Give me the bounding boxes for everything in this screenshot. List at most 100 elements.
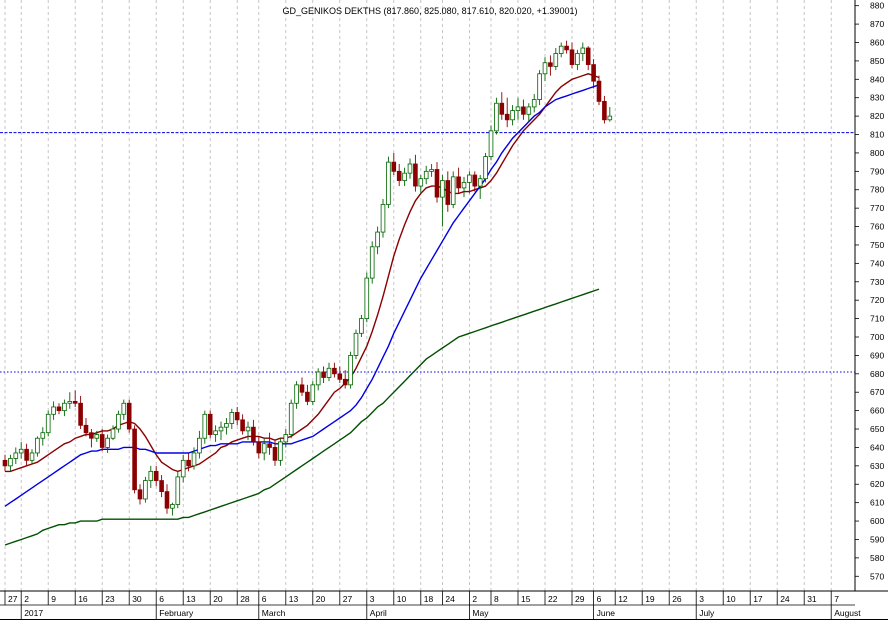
candle-body — [305, 391, 310, 402]
candle-body — [213, 430, 218, 435]
candle-body — [116, 413, 121, 430]
y-tick-label: 880 — [870, 1, 884, 11]
candle-body — [386, 161, 391, 205]
candle-body — [558, 45, 564, 54]
candle-up — [143, 476, 148, 503]
candle-up — [13, 447, 19, 464]
y-tick-label: 590 — [870, 534, 884, 544]
candle-body — [369, 246, 375, 279]
candle-body — [110, 428, 116, 439]
candle-body — [310, 384, 316, 402]
candle-up — [51, 401, 56, 420]
x-tick-label: 22 — [548, 594, 558, 604]
candle-down — [186, 452, 191, 472]
candle-up — [353, 329, 359, 360]
candle-up — [229, 408, 235, 430]
x-tick-label: 2 — [24, 594, 29, 604]
y-tick-label: 770 — [870, 203, 884, 213]
candle-down — [137, 484, 143, 505]
candle-up — [537, 70, 542, 106]
y-tick-label: 650 — [870, 424, 884, 434]
candle-body — [197, 437, 202, 454]
candle-down — [78, 395, 83, 430]
candle-down — [521, 99, 526, 120]
moving-average-line-1 — [5, 73, 600, 473]
x-tick-label: 27 — [343, 594, 353, 604]
month-label: July — [699, 608, 715, 618]
y-tick-label: 720 — [870, 295, 884, 305]
candle-down — [321, 366, 326, 384]
candle-down — [164, 484, 170, 514]
x-tick-label: 31 — [807, 594, 817, 604]
candle-body — [521, 106, 526, 115]
candle-up — [483, 152, 488, 183]
candle-body — [2, 459, 8, 467]
candle-up — [380, 198, 386, 238]
candle-down — [2, 454, 8, 472]
candle-up — [105, 434, 110, 453]
candle-body — [170, 504, 175, 509]
candle-body — [175, 476, 181, 505]
x-tick-label: 13 — [186, 594, 196, 604]
candle-up — [375, 226, 380, 255]
candle-body — [429, 169, 434, 172]
candle-body — [434, 169, 440, 198]
candle-down — [596, 75, 602, 106]
y-tick-label: 870 — [870, 19, 884, 29]
x-tick-label: 27 — [8, 594, 18, 604]
candle-body — [596, 80, 602, 102]
candle-body — [24, 448, 29, 461]
candle-body — [229, 412, 235, 424]
x-tick-label: 12 — [618, 594, 628, 604]
candle-body — [18, 448, 24, 454]
candle-up — [116, 410, 121, 433]
x-tick-label: 24 — [780, 594, 790, 604]
candle-up — [326, 362, 332, 382]
candle-body — [591, 64, 596, 82]
candle-body — [35, 437, 40, 454]
candle-up — [386, 156, 391, 209]
candle-down — [24, 443, 29, 466]
candle-up — [67, 392, 73, 409]
candle-up — [294, 381, 299, 409]
x-tick-label: 19 — [645, 594, 655, 604]
y-tick-label: 850 — [870, 56, 884, 66]
candle-body — [515, 106, 521, 111]
candle-down — [332, 362, 337, 378]
candle-body — [224, 423, 229, 428]
candle-body — [569, 49, 575, 65]
candle-up — [580, 42, 586, 61]
candle-up — [170, 502, 175, 516]
candle-body — [450, 176, 456, 205]
candle-body — [488, 130, 494, 158]
candle-body — [299, 384, 305, 393]
candle-down — [159, 475, 164, 498]
candle-up — [29, 449, 35, 464]
candle-body — [13, 452, 19, 459]
candle-body — [531, 99, 537, 108]
candle-body — [164, 491, 170, 509]
candle-down — [472, 171, 478, 192]
month-label: August — [834, 608, 861, 618]
y-tick-label: 740 — [870, 258, 884, 268]
candle-body — [418, 178, 424, 187]
candle-body — [553, 53, 559, 67]
candle-body — [294, 384, 299, 404]
candle-up — [488, 125, 494, 161]
month-label: 2017 — [24, 608, 43, 618]
candle-body — [575, 53, 580, 65]
month-label: March — [262, 608, 286, 618]
candle-body — [504, 113, 510, 121]
candlesticks — [2, 40, 613, 516]
month-label: April — [370, 608, 387, 618]
candle-body — [283, 434, 289, 443]
candle-down — [499, 92, 505, 120]
candle-up — [197, 430, 202, 459]
candle-down — [83, 417, 89, 437]
candle-down — [299, 377, 305, 396]
candle-body — [494, 102, 499, 132]
candle-body — [456, 176, 461, 189]
y-tick-label: 730 — [870, 277, 884, 287]
candle-body — [126, 402, 132, 430]
candle-body — [191, 452, 197, 467]
